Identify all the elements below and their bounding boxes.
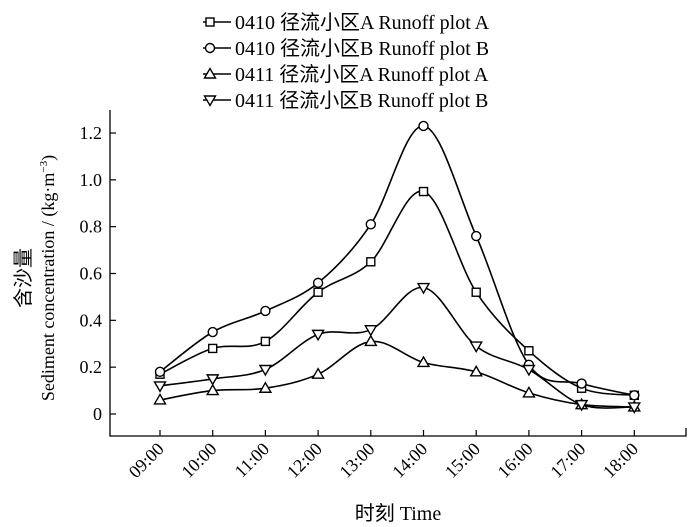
legend-marker bbox=[203, 95, 217, 107]
series-2-line bbox=[159, 125, 635, 397]
series-1-point bbox=[418, 186, 429, 197]
plot-area bbox=[153, 120, 642, 414]
legend-item-2: 0410 径流小区B Runoff plot B bbox=[203, 37, 489, 60]
x-tick-label: 16:00 bbox=[494, 439, 537, 482]
series-2-point bbox=[576, 378, 587, 389]
series-4 bbox=[153, 282, 642, 414]
series-1-point bbox=[260, 336, 271, 347]
series-4-point bbox=[311, 329, 325, 342]
series-4-point bbox=[416, 282, 431, 295]
y-tick-label: 0 bbox=[93, 404, 102, 424]
legend-item-3: 0411 径流小区A Runoff plot A bbox=[203, 63, 489, 86]
y-axis-label-cn: 含沙量 bbox=[12, 248, 35, 308]
legend: 0410 径流小区A Runoff plot A 0410 径流小区B Runof… bbox=[203, 11, 490, 112]
series-3-point bbox=[258, 381, 273, 393]
legend-label: 0411 径流小区B Runoff plot B bbox=[235, 89, 488, 112]
x-tick-label: 18:00 bbox=[599, 439, 642, 482]
x-tick-label: 14:00 bbox=[388, 439, 431, 482]
series-2-point bbox=[260, 305, 271, 317]
series-1-line bbox=[159, 190, 635, 397]
series-2-point bbox=[207, 326, 218, 338]
x-tick-label: 12:00 bbox=[283, 439, 326, 482]
series-1-point bbox=[524, 346, 534, 356]
x-tick-label: 10:00 bbox=[177, 439, 220, 482]
series-1-point bbox=[471, 287, 481, 297]
series-3-point bbox=[522, 386, 536, 398]
series-3-point bbox=[153, 393, 167, 405]
series-2-point bbox=[471, 230, 482, 242]
legend-item-1: 0410 径流小区A Runoff plot A bbox=[203, 11, 490, 34]
y-tick-label: 1.2 bbox=[80, 123, 103, 143]
series-2 bbox=[154, 120, 640, 401]
x-tick-label: 09:00 bbox=[125, 439, 168, 482]
series-1 bbox=[155, 186, 639, 400]
legend-marker bbox=[203, 67, 217, 79]
y-tick-label: 0.4 bbox=[80, 310, 103, 330]
series-4-point bbox=[258, 364, 273, 377]
series-2-point bbox=[629, 390, 640, 401]
series-3-line bbox=[159, 340, 635, 408]
axes-frame bbox=[109, 110, 687, 437]
legend-marker bbox=[205, 17, 215, 27]
y-tick-label: 1.0 bbox=[80, 170, 103, 190]
series-2-point bbox=[418, 120, 429, 132]
axes: 00.20.40.60.81.01.209:00 10:00 11:00 12:00 1… bbox=[80, 110, 687, 482]
y-tick-label: 0.8 bbox=[80, 217, 103, 237]
series-4-point bbox=[522, 364, 536, 377]
legend-label: 0410 径流小区A Runoff plot A bbox=[235, 11, 490, 34]
x-tick-label: 17:00 bbox=[546, 439, 589, 482]
series-3-point bbox=[416, 355, 431, 368]
series-4-point bbox=[205, 374, 220, 386]
y-axis-label-close: ) bbox=[38, 155, 59, 161]
legend-marker bbox=[204, 42, 216, 54]
legend-label: 0410 径流小区B Runoff plot B bbox=[235, 37, 489, 60]
x-tick-label: 11:00 bbox=[231, 439, 274, 482]
x-tick-label: 15:00 bbox=[441, 439, 484, 482]
series-4-point bbox=[469, 341, 483, 353]
series-4-point bbox=[364, 325, 378, 337]
series-1-point bbox=[207, 343, 218, 354]
series-3-point bbox=[311, 367, 325, 379]
y-tick-label: 0.2 bbox=[80, 357, 103, 377]
series-2-point bbox=[312, 277, 324, 289]
series-4-point bbox=[153, 381, 167, 393]
series-1-point bbox=[313, 287, 323, 297]
series-3-point bbox=[205, 383, 220, 396]
series-3-point bbox=[364, 334, 378, 347]
x-axis-label: 时刻 Time bbox=[355, 502, 442, 525]
series-4-point bbox=[574, 399, 589, 412]
y-axis-label-sup: −3 bbox=[38, 160, 50, 172]
series-4-line bbox=[159, 286, 635, 409]
series-2-point bbox=[154, 366, 166, 378]
series-3-point bbox=[469, 364, 483, 377]
series-4-point bbox=[627, 402, 642, 414]
series-2-point bbox=[365, 219, 376, 230]
y-tick-label: 0.6 bbox=[80, 264, 103, 284]
legend-label: 0411 径流小区A Runoff plot A bbox=[235, 63, 489, 86]
legend-item-4: 0411 径流小区B Runoff plot B bbox=[203, 89, 488, 112]
x-tick-label: 13:00 bbox=[335, 439, 378, 482]
y-axis-label-en: Sediment concentration / (kg·m−3) bbox=[38, 155, 59, 401]
y-axis-label-main: Sediment concentration / (kg·m bbox=[38, 173, 59, 401]
series-1-point bbox=[366, 257, 376, 267]
